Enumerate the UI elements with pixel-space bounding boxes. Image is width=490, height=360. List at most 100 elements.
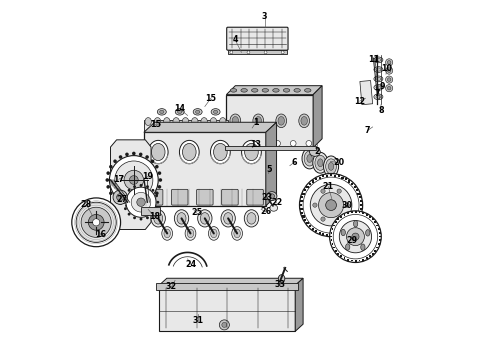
Bar bbox=[342, 231, 343, 234]
Bar bbox=[342, 176, 343, 179]
Bar bbox=[330, 235, 332, 237]
Bar bbox=[300, 200, 303, 202]
Text: 3: 3 bbox=[262, 12, 268, 21]
Circle shape bbox=[106, 171, 110, 175]
Bar bbox=[315, 178, 317, 180]
Ellipse shape bbox=[278, 275, 285, 283]
Text: 2: 2 bbox=[314, 147, 319, 156]
Ellipse shape bbox=[267, 192, 277, 201]
Circle shape bbox=[158, 171, 161, 175]
Ellipse shape bbox=[221, 210, 235, 227]
Ellipse shape bbox=[262, 89, 269, 92]
Circle shape bbox=[275, 140, 280, 146]
Text: 30: 30 bbox=[342, 201, 353, 210]
Bar bbox=[338, 233, 340, 235]
Ellipse shape bbox=[162, 226, 172, 240]
Ellipse shape bbox=[154, 213, 163, 224]
Circle shape bbox=[264, 51, 267, 54]
Ellipse shape bbox=[185, 226, 196, 240]
Bar bbox=[343, 257, 345, 259]
Circle shape bbox=[337, 189, 342, 193]
Circle shape bbox=[346, 228, 365, 246]
Circle shape bbox=[109, 192, 113, 195]
Ellipse shape bbox=[145, 118, 151, 126]
Text: 11: 11 bbox=[368, 55, 379, 64]
Ellipse shape bbox=[230, 89, 237, 92]
Bar bbox=[322, 233, 324, 235]
Circle shape bbox=[155, 207, 158, 210]
Circle shape bbox=[113, 159, 117, 163]
Circle shape bbox=[146, 216, 149, 219]
Bar bbox=[356, 219, 358, 221]
Bar bbox=[318, 231, 321, 234]
Circle shape bbox=[321, 217, 325, 221]
Bar bbox=[341, 216, 342, 218]
Bar bbox=[309, 225, 311, 227]
Bar bbox=[362, 259, 364, 261]
Bar bbox=[114, 185, 118, 188]
Bar bbox=[306, 222, 309, 224]
Circle shape bbox=[146, 155, 149, 159]
Ellipse shape bbox=[177, 110, 182, 113]
Circle shape bbox=[220, 320, 229, 330]
Circle shape bbox=[128, 189, 130, 192]
Bar bbox=[302, 193, 305, 195]
Circle shape bbox=[139, 204, 143, 207]
Ellipse shape bbox=[273, 89, 279, 92]
Text: 15: 15 bbox=[150, 120, 161, 129]
Circle shape bbox=[146, 185, 149, 188]
Circle shape bbox=[247, 51, 250, 54]
Ellipse shape bbox=[245, 143, 258, 161]
Bar bbox=[123, 198, 127, 201]
Bar bbox=[312, 228, 314, 230]
Bar bbox=[110, 180, 113, 182]
Circle shape bbox=[151, 189, 154, 192]
Circle shape bbox=[124, 170, 144, 190]
Circle shape bbox=[132, 152, 136, 155]
Ellipse shape bbox=[341, 229, 345, 236]
FancyBboxPatch shape bbox=[196, 189, 213, 205]
Circle shape bbox=[81, 207, 111, 237]
Ellipse shape bbox=[196, 110, 200, 113]
Text: 27: 27 bbox=[117, 195, 128, 204]
Bar bbox=[334, 175, 336, 177]
FancyBboxPatch shape bbox=[227, 27, 288, 50]
Bar bbox=[338, 219, 339, 220]
Polygon shape bbox=[111, 140, 151, 229]
Bar bbox=[360, 81, 372, 105]
Bar bbox=[354, 222, 356, 224]
Ellipse shape bbox=[148, 140, 168, 164]
Circle shape bbox=[72, 198, 121, 247]
Text: 24: 24 bbox=[185, 260, 196, 269]
Bar bbox=[376, 247, 378, 248]
Bar bbox=[331, 239, 332, 241]
Ellipse shape bbox=[187, 229, 194, 238]
Bar bbox=[304, 219, 306, 221]
Bar bbox=[366, 214, 368, 216]
Circle shape bbox=[155, 194, 158, 197]
Bar bbox=[372, 253, 374, 255]
Bar bbox=[144, 132, 266, 206]
Bar bbox=[360, 204, 362, 206]
Bar bbox=[121, 195, 124, 197]
Ellipse shape bbox=[366, 230, 370, 236]
Circle shape bbox=[337, 217, 342, 221]
Text: 31: 31 bbox=[193, 316, 204, 325]
Text: 10: 10 bbox=[382, 64, 392, 73]
Text: 17: 17 bbox=[113, 175, 124, 184]
Circle shape bbox=[326, 200, 337, 211]
Ellipse shape bbox=[173, 118, 179, 126]
Ellipse shape bbox=[376, 68, 381, 71]
Bar bbox=[228, 50, 287, 54]
Bar bbox=[369, 216, 371, 218]
Bar bbox=[359, 211, 360, 213]
Bar bbox=[362, 212, 364, 214]
Text: 8: 8 bbox=[378, 105, 384, 114]
Bar bbox=[358, 215, 360, 217]
Circle shape bbox=[299, 174, 363, 237]
Ellipse shape bbox=[345, 244, 350, 250]
Text: 5: 5 bbox=[267, 165, 272, 174]
Circle shape bbox=[124, 207, 127, 210]
Circle shape bbox=[321, 189, 325, 193]
Ellipse shape bbox=[315, 155, 326, 170]
